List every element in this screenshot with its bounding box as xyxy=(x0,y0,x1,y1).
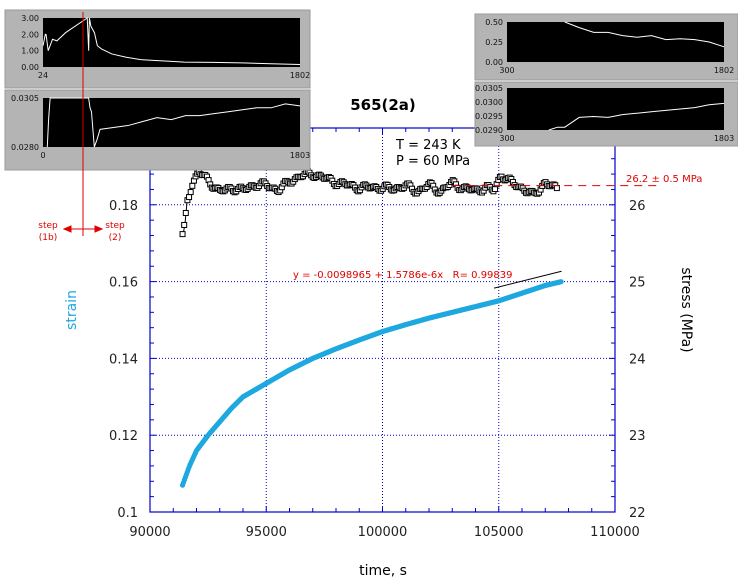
x-tick-label: 105000 xyxy=(474,525,524,540)
y-tick-label-right: 24 xyxy=(629,352,646,367)
y-tick-label-left: 0.16 xyxy=(109,276,138,291)
inset-y-tick-label: 0.0280 xyxy=(11,143,39,152)
stress-point xyxy=(179,231,186,238)
step-arrow xyxy=(62,225,104,233)
y-tick-label-left: 0.18 xyxy=(109,199,138,214)
stress-point xyxy=(186,194,193,201)
inset-y-tick-label: 3.00 xyxy=(21,14,39,23)
inset-plot-area xyxy=(507,88,724,130)
inset-y-tick-label: 0.50 xyxy=(485,18,503,27)
y-tick-label-right: 22 xyxy=(629,506,646,521)
inset-y-tick-label: 0.00 xyxy=(485,58,503,67)
inset-x-tick-label: 300 xyxy=(499,134,514,143)
inset-plot-area xyxy=(43,18,300,67)
y-tick-label-left: 0.1 xyxy=(117,506,138,521)
inset-curve xyxy=(46,97,301,148)
inset-x-tick-label: 1802 xyxy=(714,66,734,75)
conditions-temperature: T = 243 K xyxy=(395,138,461,153)
stress-mean-label: 26.2 ± 0.5 MPa xyxy=(626,174,702,185)
y-tick-label-left: 0.14 xyxy=(109,352,138,367)
x-tick-label: 110000 xyxy=(590,525,640,540)
strain-point xyxy=(558,279,564,285)
stress-point xyxy=(182,209,189,216)
stress-point xyxy=(181,221,188,228)
inset-curve xyxy=(42,17,301,66)
inset-y-tick-label: 0.0305 xyxy=(11,94,39,103)
inset-y-tick-label: 0.0300 xyxy=(475,98,503,107)
fit-line xyxy=(493,270,562,289)
step-right-label: step xyxy=(105,221,125,231)
inset-x-tick-label: 24 xyxy=(38,71,48,80)
stress-point xyxy=(187,189,194,196)
stress-point xyxy=(492,186,499,193)
y-axis-label-left: strain xyxy=(64,290,80,330)
fit-equation: y = -0.0098965 + 1.5786e-6x R= 0.99839 xyxy=(293,270,513,281)
step-right-sub: (2) xyxy=(109,233,122,243)
y-tick-label-right: 26 xyxy=(629,199,646,214)
y-tick-label-right: 25 xyxy=(629,276,646,291)
step-left-label: step xyxy=(38,221,58,231)
inset-curve xyxy=(564,21,725,48)
x-axis-label: time, s xyxy=(359,563,407,579)
conditions-pressure: P = 60 MPa xyxy=(396,154,470,169)
inset-plot-area xyxy=(43,98,300,147)
chart-title: 565(2a) xyxy=(350,96,416,114)
y-tick-label-right: 23 xyxy=(629,429,646,444)
y-axis-label-right: stress (MPa) xyxy=(678,267,694,352)
x-tick-label: 90000 xyxy=(129,525,170,540)
inset-y-tick-label: 0.0290 xyxy=(475,126,503,135)
axes: 90000 95000 100000 105000 110000 0.1 0.12 0.14 0… xyxy=(109,127,646,540)
inset-x-tick-label: 1803 xyxy=(290,151,310,160)
marks xyxy=(179,168,662,488)
inset-y-tick-label: 2.00 xyxy=(21,30,39,39)
inset-curve xyxy=(548,102,725,131)
y-tick-label-left: 0.12 xyxy=(109,429,138,444)
x-tick-label: 95000 xyxy=(246,525,287,540)
stress-point xyxy=(553,185,560,192)
inset-x-tick-label: 1803 xyxy=(714,134,734,143)
inset-y-tick-label: 0.25 xyxy=(485,38,503,47)
inset-y-tick-label: 0.0305 xyxy=(475,84,503,93)
inset-x-tick-label: 0 xyxy=(40,151,45,160)
inset-plot-area xyxy=(507,22,724,62)
inset-x-tick-label: 300 xyxy=(499,66,514,75)
x-tick-label: 100000 xyxy=(358,525,408,540)
step-left-sub: (1b) xyxy=(39,233,57,243)
inset-y-tick-label: 1.00 xyxy=(21,47,39,56)
stress-point xyxy=(189,182,196,189)
inset-y-tick-label: 0.00 xyxy=(21,63,39,72)
inset-y-tick-label: 0.0295 xyxy=(475,112,503,121)
inset-x-tick-label: 1802 xyxy=(290,71,310,80)
